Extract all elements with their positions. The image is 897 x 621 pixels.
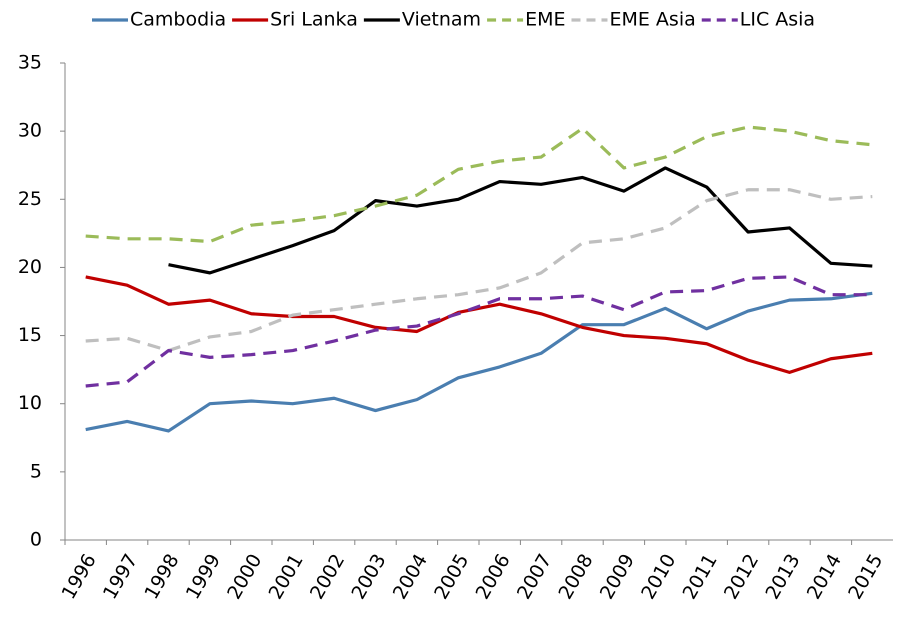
x-tick-label: 2008 xyxy=(554,550,597,603)
x-tick-label: 2005 xyxy=(430,550,473,603)
x-tick-label: 2010 xyxy=(637,550,680,603)
x-tick-label: 2004 xyxy=(389,550,432,603)
series-line xyxy=(85,291,873,433)
x-tick-label: 1998 xyxy=(140,550,183,603)
legend-label: EME Asia xyxy=(609,9,695,31)
series-line xyxy=(85,275,873,374)
x-tick-label: 2015 xyxy=(844,550,887,603)
x-tick-label: 1997 xyxy=(99,550,142,603)
series-line xyxy=(85,275,873,388)
x-tick-label: 2003 xyxy=(347,550,390,603)
legend-label: EME xyxy=(525,9,565,31)
x-tick-label: 2014 xyxy=(803,550,846,603)
legend-label: Vietnam xyxy=(402,9,481,31)
y-tick-label: 0 xyxy=(30,529,42,551)
x-tick-label: 2007 xyxy=(513,550,556,603)
x-tick-label: 2013 xyxy=(761,550,804,603)
y-tick-label: 25 xyxy=(18,188,42,210)
x-tick-label: 1999 xyxy=(182,550,225,603)
y-tick-label: 20 xyxy=(18,256,42,278)
x-tick-label: 1996 xyxy=(58,550,101,603)
x-tick-label: 2000 xyxy=(223,550,266,603)
y-tick-label: 5 xyxy=(30,460,42,482)
y-tick-label: 15 xyxy=(18,324,42,346)
legend-label: LIC Asia xyxy=(740,9,815,31)
legend-label: Sri Lanka xyxy=(270,9,358,31)
x-tick-label: 2012 xyxy=(720,550,763,603)
legend-label: Cambodia xyxy=(130,9,226,31)
series-line xyxy=(85,188,873,353)
series-line xyxy=(85,125,873,244)
x-tick-label: 2001 xyxy=(265,550,308,603)
x-tick-label: 2009 xyxy=(596,550,639,603)
y-tick-label: 35 xyxy=(18,52,42,74)
y-tick-label: 10 xyxy=(18,392,42,414)
series-line xyxy=(168,166,873,275)
x-tick-label: 2002 xyxy=(306,550,349,603)
x-tick-label: 2011 xyxy=(679,550,722,603)
x-tick-label: 2006 xyxy=(472,550,515,603)
y-tick-label: 30 xyxy=(18,120,42,142)
